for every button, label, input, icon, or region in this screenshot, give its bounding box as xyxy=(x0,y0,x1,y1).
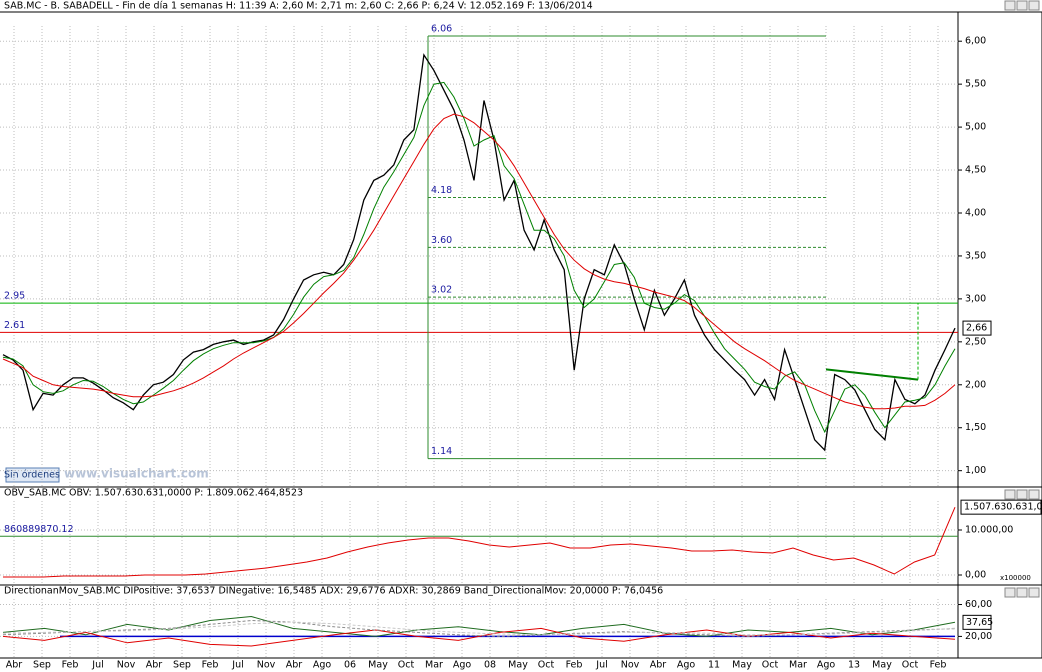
fib-label: 3.02 xyxy=(431,285,452,296)
y-tick-label: 10.000,00 xyxy=(965,525,1013,536)
x-tick-label: Oct xyxy=(762,660,779,671)
x-tick-label: 11 xyxy=(708,660,720,671)
orders-button-label[interactable]: Sin órdenes xyxy=(4,470,60,481)
orders-button[interactable] xyxy=(5,467,60,483)
reference-label: 860889870.12 xyxy=(4,524,74,535)
unit-label: x100000 xyxy=(1000,574,1031,582)
x-tick-label: Feb xyxy=(930,660,947,671)
x-tick-label: May xyxy=(732,660,752,671)
series-line xyxy=(2,81,956,434)
x-tick-label: Nov xyxy=(621,660,640,671)
level-label: 2.95 xyxy=(4,291,25,302)
fib-label: 6.06 xyxy=(431,24,452,35)
x-tick-label: Feb xyxy=(566,660,583,671)
series-line xyxy=(2,627,956,647)
y-tick-label: 60,00 xyxy=(965,599,992,610)
x-tick-label: Abr xyxy=(286,660,303,671)
minimize-button[interactable] xyxy=(1004,587,1016,598)
series-line xyxy=(2,619,956,637)
y-tick-label: 0,00 xyxy=(965,570,986,581)
x-tick-label: May xyxy=(508,660,528,671)
last-value-box xyxy=(962,614,992,630)
x-tick-label: Ago xyxy=(313,660,332,671)
y-tick-label: 4,00 xyxy=(965,207,986,218)
x-tick-label: Nov xyxy=(117,660,136,671)
x-tick-label: Sep xyxy=(173,660,191,671)
x-tick-label: Mar xyxy=(425,660,443,671)
y-tick-label: 2,50 xyxy=(965,336,986,347)
series-line xyxy=(2,621,956,636)
last-value-label: 1.507.630.631,0 xyxy=(964,502,1042,513)
close-button[interactable] xyxy=(1028,489,1040,500)
watermark: www.visualchart.com xyxy=(64,467,209,481)
fib-label: 3.60 xyxy=(431,235,452,246)
x-tick-label: May xyxy=(368,660,388,671)
y-tick-label: 3,50 xyxy=(965,250,986,261)
series-line xyxy=(3,507,956,578)
level-label: 2.61 xyxy=(4,320,25,331)
series-line xyxy=(2,113,956,410)
close-button[interactable] xyxy=(1028,587,1040,598)
x-tick-label: Sep xyxy=(33,660,51,671)
x-tick-label: Abr xyxy=(6,660,23,671)
y-tick-label: 6,00 xyxy=(965,36,986,47)
plot-layer: Abr Sep Feb Jul Nov Abr Sep Feb Jul Nov Abr Ago 06 Ma… xyxy=(0,24,1042,671)
y-tick-label: 5,00 xyxy=(965,122,986,133)
y-tick-label: 1,00 xyxy=(965,465,986,476)
last-value-label: 2,66 xyxy=(966,323,987,334)
x-tick-label: 08 xyxy=(484,660,496,671)
y-tick-label: 20,00 xyxy=(965,631,992,642)
series-line xyxy=(2,53,956,452)
last-value-box xyxy=(960,499,1042,515)
x-tick-label: Abr xyxy=(650,660,667,671)
maximize-button[interactable] xyxy=(1016,0,1028,11)
x-tick-label: Ago xyxy=(677,660,696,671)
y-tick-label: 5,50 xyxy=(965,79,986,90)
y-tick-label: 3,00 xyxy=(965,293,986,304)
x-tick-label: Jul xyxy=(595,660,607,671)
y-tick-label: 2,00 xyxy=(965,379,986,390)
x-tick-label: Oct xyxy=(902,660,919,671)
fib-label: 4.18 xyxy=(431,185,452,196)
minimize-button[interactable] xyxy=(1004,489,1016,500)
x-tick-label: Feb xyxy=(62,660,79,671)
maximize-button[interactable] xyxy=(1016,489,1028,500)
y-tick-label: 1,50 xyxy=(965,422,986,433)
x-tick-label: May xyxy=(872,660,892,671)
x-tick-label: Mar xyxy=(789,660,807,671)
fib-label: 1.14 xyxy=(431,446,452,457)
y-tick-label: 4,50 xyxy=(965,165,986,176)
series-line xyxy=(2,615,956,637)
last-value-label: 37,65 xyxy=(966,617,993,628)
price-header: SAB.MC - B. SABADELL - Fin de día 1 sema… xyxy=(4,1,593,12)
obv-header: OBV_SAB.MC OBV: 1.507.630.631,0000 P: 1.… xyxy=(4,488,303,499)
x-tick-label: Oct xyxy=(398,660,415,671)
x-tick-label: 13 xyxy=(848,660,860,671)
x-tick-label: Jul xyxy=(91,660,103,671)
maximize-button[interactable] xyxy=(1016,587,1028,598)
minimize-button[interactable] xyxy=(1004,0,1016,11)
x-tick-label: Jul xyxy=(231,660,243,671)
x-tick-label: Ago xyxy=(453,660,472,671)
x-tick-label: 06 xyxy=(344,660,356,671)
x-tick-label: Ago xyxy=(817,660,836,671)
dmi-header: DirectionanMov_SAB.MC DIPositive: 37,653… xyxy=(4,586,663,597)
close-button[interactable] xyxy=(1028,0,1040,11)
last-value-box xyxy=(962,320,992,336)
x-tick-label: Oct xyxy=(538,660,555,671)
x-tick-label: Feb xyxy=(202,660,219,671)
x-tick-label: Abr xyxy=(146,660,163,671)
trend-line xyxy=(825,368,919,381)
window-buttons xyxy=(1004,0,1040,598)
x-tick-label: Nov xyxy=(257,660,276,671)
